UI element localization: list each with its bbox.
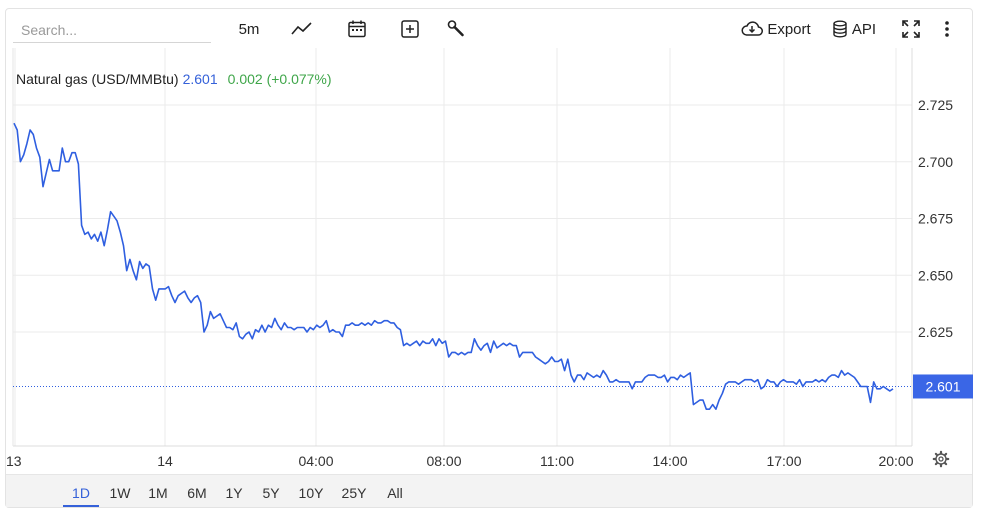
- range-button-1y[interactable]: 1Y: [225, 485, 243, 501]
- line-chart-icon: [291, 21, 313, 37]
- add-indicator-icon: [400, 19, 420, 39]
- toolbar: 5m: [0, 0, 982, 46]
- database-icon: [832, 20, 848, 38]
- date-range-button[interactable]: [345, 14, 369, 44]
- price-tag-label: 2.601: [925, 378, 960, 394]
- legend-price: 2.601: [182, 71, 218, 87]
- export-button[interactable]: Export: [739, 14, 813, 44]
- search-input[interactable]: [13, 17, 211, 43]
- chart-type-button[interactable]: [289, 14, 315, 44]
- y-tick-label: 2.650: [918, 267, 953, 283]
- add-indicator-button[interactable]: [398, 14, 422, 44]
- price-tag: [913, 374, 973, 399]
- x-tick-label: 11:00: [540, 453, 574, 469]
- chart-widget: [5, 8, 973, 508]
- range-selector: 1D 1W 1M 6M 1Y 5Y 10Y 25Y All: [6, 474, 972, 507]
- x-tick-label: 13: [6, 453, 22, 469]
- price-series-line: [13, 122, 894, 411]
- range-button-1w[interactable]: 1W: [109, 485, 131, 501]
- export-label: Export: [767, 20, 811, 38]
- range-button-25y[interactable]: 25Y: [341, 485, 367, 501]
- interval-label: 5m: [238, 20, 260, 38]
- y-tick-label: 2.725: [918, 97, 953, 113]
- x-tick-label: 17:00: [766, 453, 801, 469]
- legend-instrument: Natural gas (USD/MMBtu): [16, 71, 179, 87]
- range-button-6m[interactable]: 6M: [187, 485, 207, 501]
- legend-change: 0.002 (+0.077%): [227, 71, 332, 87]
- fullscreen-icon: [901, 19, 921, 39]
- x-tick-label: 08:00: [426, 453, 461, 469]
- fullscreen-button[interactable]: [899, 14, 923, 44]
- wrench-icon: [446, 19, 466, 39]
- interval-button[interactable]: 5m: [232, 14, 266, 44]
- range-button-5y[interactable]: 5Y: [262, 485, 280, 501]
- more-vertical-icon: [944, 20, 950, 38]
- x-tick-label: 14: [157, 453, 173, 469]
- x-tick-label: 20:00: [878, 453, 913, 469]
- gear-icon: [932, 450, 950, 472]
- api-label: API: [851, 20, 877, 38]
- price-chart[interactable]: 2.725 2.700 2.675 2.650 2.625 13 14 04:00 08:00 1…: [0, 0, 982, 474]
- range-button-1m[interactable]: 1M: [148, 485, 168, 501]
- range-button-all[interactable]: All: [387, 485, 403, 501]
- tools-button[interactable]: [444, 14, 468, 44]
- y-tick-label: 2.625: [918, 324, 953, 340]
- x-tick-label: 04:00: [298, 453, 333, 469]
- cloud-download-icon: [741, 21, 764, 37]
- x-tick-label: 14:00: [652, 453, 687, 469]
- range-button-1d[interactable]: 1D: [63, 475, 99, 507]
- chart-settings-button[interactable]: [932, 450, 950, 468]
- chart-legend: Natural gas (USD/MMBtu) 2.601 0.002 (+0.07…: [16, 71, 332, 87]
- range-button-10y[interactable]: 10Y: [298, 485, 324, 501]
- more-menu-button[interactable]: [938, 14, 956, 44]
- y-tick-label: 2.700: [918, 154, 953, 170]
- y-tick-label: 2.675: [918, 211, 953, 227]
- calendar-icon: [347, 19, 367, 39]
- api-button[interactable]: API: [831, 14, 877, 44]
